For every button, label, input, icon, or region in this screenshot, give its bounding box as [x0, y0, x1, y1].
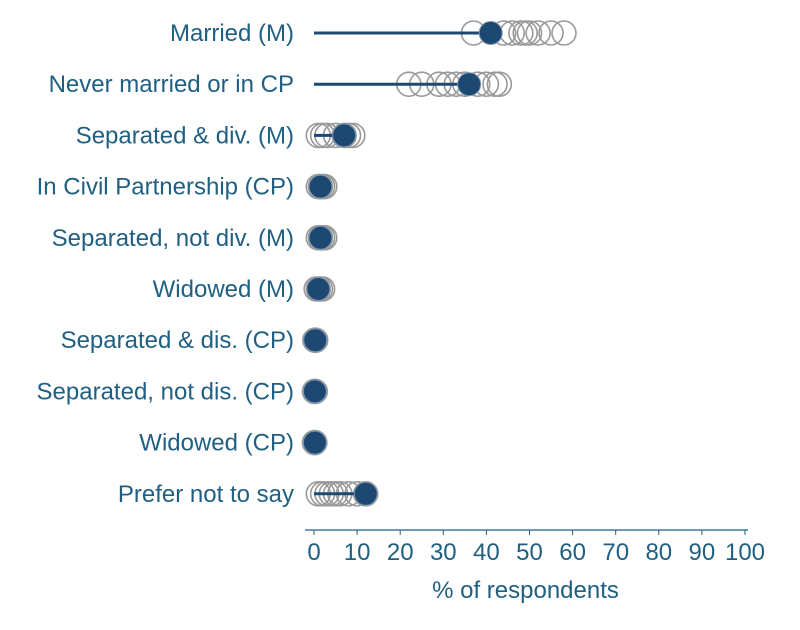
row-9: Prefer not to say: [118, 481, 379, 508]
value-point: [302, 430, 327, 455]
category-label: In Civil Partnership (CP): [37, 174, 294, 201]
category-label: Separated, not dis. (CP): [37, 378, 294, 405]
row-7: Separated, not dis. (CP): [37, 378, 329, 405]
category-label: Separated & dis. (CP): [61, 327, 294, 354]
x-axis-title: % of respondents: [432, 577, 619, 604]
x-tick-label: 60: [559, 539, 586, 566]
category-label: Prefer not to say: [118, 481, 294, 508]
category-label: Separated, not div. (M): [52, 225, 294, 252]
value-point: [478, 21, 503, 45]
value-point: [308, 225, 333, 250]
x-tick-label: 10: [344, 539, 371, 566]
value-point: [306, 277, 331, 301]
comparison-point: [551, 20, 577, 46]
value-point: [303, 328, 328, 353]
value-point: [353, 481, 378, 506]
comparison-point: [538, 20, 564, 46]
x-tick-label: 0: [307, 539, 320, 566]
value-point: [308, 174, 333, 199]
category-label: Never married or in CP: [49, 71, 294, 98]
row-2: Separated & div. (M): [76, 122, 366, 149]
x-tick-label: 20: [387, 539, 414, 566]
row-3: In Civil Partnership (CP): [37, 174, 338, 201]
x-tick-label: 30: [430, 539, 457, 566]
value-point: [457, 72, 482, 97]
category-label: Widowed (M): [153, 276, 294, 303]
row-1: Never married or in CP: [49, 71, 513, 98]
row-6: Separated & dis. (CP): [61, 327, 329, 354]
comparison-point: [486, 71, 513, 97]
row-8: Widowed (CP): [139, 430, 328, 457]
x-tick-label: 70: [602, 539, 629, 566]
x-tick-label: 80: [645, 539, 672, 566]
row-0: Married (M): [170, 20, 577, 47]
category-label: Separated & div. (M): [76, 122, 294, 149]
row-4: Separated, not div. (M): [52, 225, 338, 252]
row-5: Widowed (M): [153, 276, 336, 303]
x-tick-label: 100: [725, 539, 765, 566]
category-label: Widowed (CP): [139, 430, 294, 457]
x-axis: 0 10 20 30 40 50 60 70 80 90 100: [305, 529, 765, 566]
value-point: [302, 379, 327, 404]
chart-rows: Married (M) Never married or in CP Separa…: [37, 20, 577, 508]
comparison-point: [525, 20, 551, 46]
value-point: [332, 123, 357, 148]
x-tick-label: 90: [689, 539, 716, 566]
x-tick-label: 50: [516, 539, 543, 566]
x-tick-label: 40: [473, 539, 500, 566]
category-label: Married (M): [170, 20, 294, 47]
comparison-point: [516, 20, 543, 46]
